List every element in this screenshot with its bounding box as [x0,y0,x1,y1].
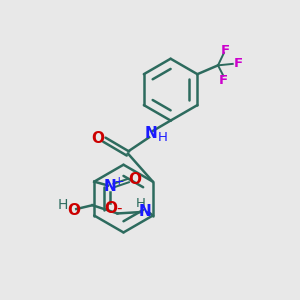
Text: N: N [145,126,158,141]
Text: F: F [219,74,228,87]
Text: O: O [67,203,80,218]
Text: H: H [158,131,168,144]
Text: O: O [128,172,141,187]
Text: N: N [139,205,152,220]
Text: O: O [104,201,117,216]
Text: -: - [116,201,122,216]
Text: F: F [233,57,243,70]
Text: +: + [114,175,124,188]
Text: H: H [57,198,68,212]
Text: N: N [104,179,117,194]
Text: O: O [92,131,104,146]
Text: F: F [221,44,230,56]
Text: H: H [136,196,146,210]
